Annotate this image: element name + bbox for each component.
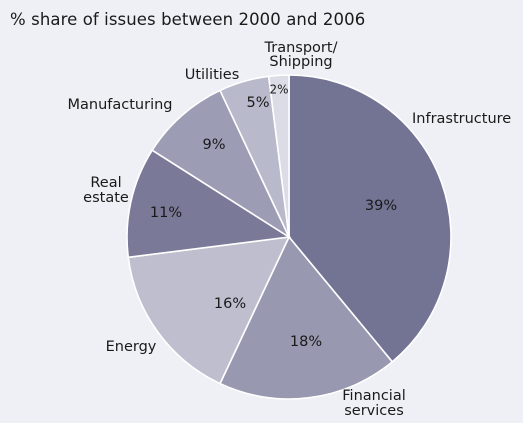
slice-value-label: 9%: [202, 137, 225, 153]
pie-slice: [151, 89, 291, 240]
slice-category-label: Manufacturing: [68, 97, 173, 113]
slice-value-label: 18%: [290, 334, 322, 350]
slice-value-label: 11%: [150, 205, 182, 221]
slice-category-label: Energy: [106, 339, 157, 355]
slice-category-label-line: estate: [83, 190, 129, 206]
slice-category-label-line: Energy: [106, 339, 157, 355]
pie-slice: [126, 149, 292, 259]
slice-category-label: Infrastructure: [412, 111, 511, 127]
slice-value-label: 5%: [246, 95, 269, 111]
slice-category-label-line: Utilities: [185, 67, 240, 83]
slice-category-label: Real estate: [83, 175, 129, 206]
slice-category-label: Transport/Shipping: [264, 40, 338, 70]
slice-category-label-line: Transport/: [264, 40, 338, 56]
slice-category-label-line: Financial: [342, 388, 406, 404]
chart-title: % share of issues between 2000 and 2006: [10, 10, 366, 29]
slice-category-label: Financial services: [342, 388, 406, 419]
pie-slice: [288, 74, 452, 363]
slice-category-label-line: Infrastructure: [412, 111, 511, 127]
slice-category-label-line: Shipping: [269, 54, 332, 70]
slice-value-label: 16%: [214, 296, 246, 312]
slice-value-label: 2%: [269, 83, 288, 97]
slice-category-label-line: services: [344, 403, 404, 419]
slice-category-label: Utilities: [185, 67, 240, 83]
slice-category-label-line: Real: [90, 175, 121, 191]
pie-slice: [267, 74, 290, 238]
pie-slice: [218, 235, 394, 400]
pie-slice: [127, 236, 291, 385]
slice-category-label-line: Manufacturing: [68, 97, 173, 113]
slice-value-label: 39%: [365, 198, 397, 214]
